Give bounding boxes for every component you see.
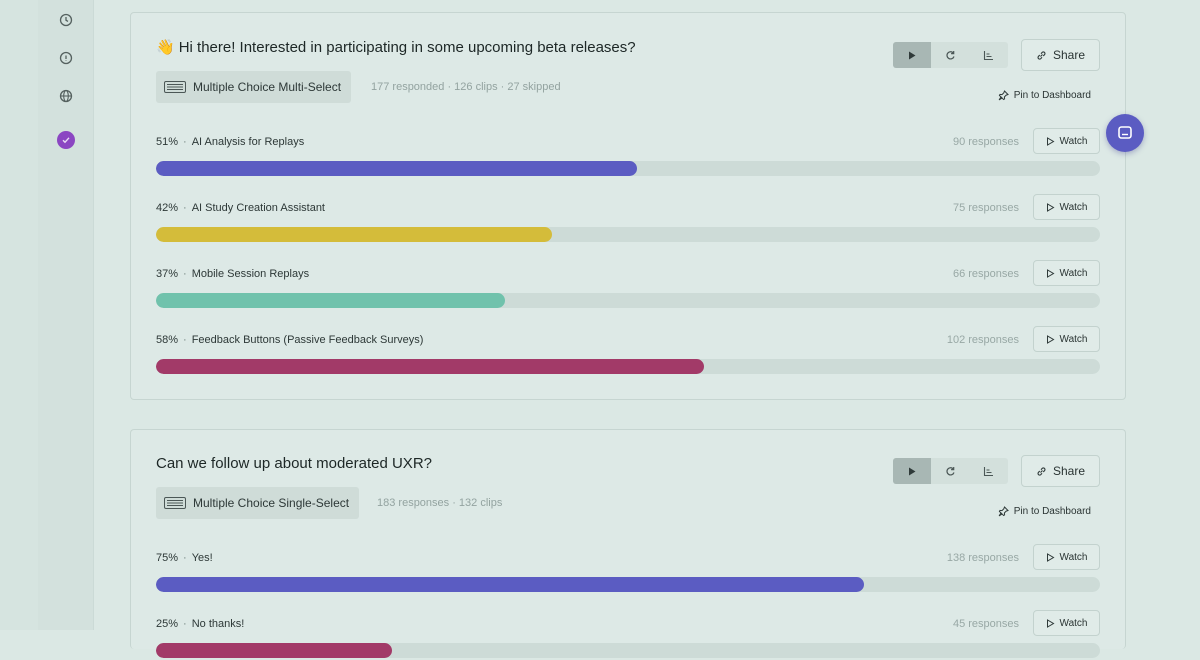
watch-button[interactable]: Watch	[1033, 326, 1100, 352]
question-type-label: Multiple Choice Single-Select	[193, 496, 350, 510]
question-type-chip: Multiple Choice Multi-Select	[156, 71, 352, 103]
watch-button[interactable]: Watch	[1033, 260, 1100, 286]
chart-view-button[interactable]	[970, 42, 1008, 68]
answer-option: 42% · AI Study Creation Assistant 75 respo…	[156, 194, 1100, 244]
play-icon	[1046, 202, 1055, 212]
response-count: 45 responses	[952, 618, 1019, 630]
watch-button[interactable]: Watch	[1033, 544, 1100, 570]
chat-bubble-button[interactable]	[1106, 114, 1144, 152]
watch-button[interactable]: Watch	[1033, 194, 1100, 220]
option-label: 25% · No thanks!	[156, 618, 245, 630]
pin-to-dashboard-link[interactable]: Pin to Dashboard	[998, 90, 1091, 101]
share-button[interactable]: Share	[1021, 455, 1100, 487]
progress-track	[156, 227, 1100, 242]
answer-option: 58% · Feedback Buttons (Passive Feedback S…	[156, 326, 1100, 376]
progress-fill	[156, 293, 506, 308]
progress-track	[156, 577, 1100, 592]
progress-track	[156, 359, 1100, 374]
pin-to-dashboard-link[interactable]: Pin to Dashboard	[998, 506, 1091, 517]
option-label: 58% · Feedback Buttons (Passive Feedback S…	[156, 334, 424, 346]
progress-fill	[156, 359, 704, 374]
chat-icon	[1118, 126, 1132, 139]
progress-fill	[156, 577, 864, 592]
pin-icon	[998, 506, 1009, 517]
link-icon	[1037, 50, 1046, 60]
play-icon	[1046, 618, 1055, 628]
bar-view-button[interactable]	[893, 42, 932, 68]
question-title: Can we follow up about moderated UXR?	[156, 455, 432, 472]
option-label: 37% · Mobile Session Replays	[156, 268, 310, 280]
response-meta: 183 responses · 132 clips	[377, 497, 503, 509]
pin-icon	[998, 90, 1009, 101]
share-button[interactable]: Share	[1021, 39, 1100, 71]
bar-view-button[interactable]	[893, 458, 932, 484]
list-icon	[164, 81, 186, 93]
progress-fill	[156, 227, 553, 242]
sidebar	[38, 0, 94, 630]
info-icon[interactable]	[59, 51, 73, 65]
progress-track	[156, 293, 1100, 308]
refresh-view-button[interactable]	[931, 42, 969, 68]
progress-fill	[156, 643, 392, 658]
survey-icon[interactable]	[57, 131, 75, 149]
answer-option: 37% · Mobile Session Replays 66 responses …	[156, 260, 1100, 310]
view-toggle	[893, 42, 1008, 68]
response-count: 138 responses	[946, 552, 1019, 564]
globe-icon[interactable]	[59, 89, 73, 103]
question-title: 👋 Hi there! Interested in participating i…	[156, 39, 636, 56]
response-count: 102 responses	[946, 334, 1019, 346]
progress-track	[156, 161, 1100, 176]
play-icon	[1046, 334, 1055, 344]
progress-fill	[156, 161, 638, 176]
question-card: Can we follow up about moderated UXR? Mu…	[130, 429, 1126, 658]
play-icon	[1046, 136, 1055, 146]
option-label: 42% · AI Study Creation Assistant	[156, 202, 325, 214]
option-label: 75% · Yes!	[156, 552, 213, 564]
watch-button[interactable]: Watch	[1033, 610, 1100, 636]
clock-icon[interactable]	[59, 13, 73, 27]
response-count: 66 responses	[952, 268, 1019, 280]
wave-emoji: 👋	[156, 39, 175, 56]
response-count: 90 responses	[952, 136, 1019, 148]
refresh-view-button[interactable]	[931, 458, 969, 484]
answer-option: 25% · No thanks! 45 responses Watch	[156, 610, 1100, 660]
answer-option: 75% · Yes! 138 responses Watch	[156, 544, 1100, 594]
view-toggle	[893, 458, 1008, 484]
question-type-chip: Multiple Choice Single-Select	[156, 487, 360, 519]
link-icon	[1037, 466, 1046, 476]
answer-option: 51% · AI Analysis for Replays 90 responses…	[156, 128, 1100, 178]
response-meta: 177 responded · 126 clips · 27 skipped	[371, 81, 561, 93]
response-count: 75 responses	[952, 202, 1019, 214]
play-icon	[1046, 268, 1055, 278]
chart-view-button[interactable]	[970, 458, 1008, 484]
question-card: 👋 Hi there! Interested in participating i…	[130, 12, 1126, 400]
play-icon	[1046, 552, 1055, 562]
list-icon	[164, 497, 186, 509]
question-type-label: Multiple Choice Multi-Select	[193, 80, 342, 94]
option-label: 51% · AI Analysis for Replays	[156, 136, 305, 148]
progress-track	[156, 643, 1100, 658]
left-gutter	[0, 0, 38, 630]
watch-button[interactable]: Watch	[1033, 128, 1100, 154]
